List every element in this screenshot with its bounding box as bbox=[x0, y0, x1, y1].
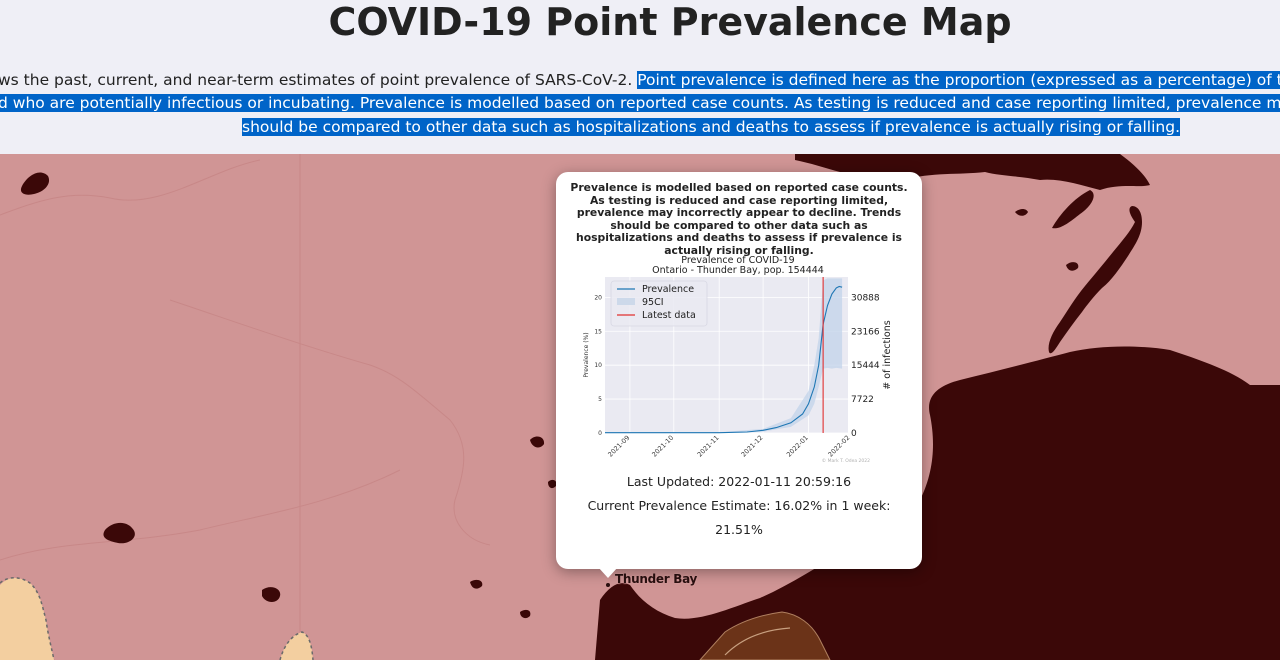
y-tick-label: 5 bbox=[598, 396, 602, 403]
popup-pointer bbox=[598, 567, 618, 578]
legend-95ci: 95CI bbox=[642, 297, 664, 308]
legend-swatch-95ci bbox=[617, 298, 635, 305]
prevalence-estimate-week: 21.51% bbox=[715, 522, 763, 537]
city-label: Thunder Bay bbox=[615, 572, 698, 586]
legend-latest-data: Latest data bbox=[642, 310, 696, 321]
x-tick-label: 2021-11 bbox=[696, 434, 721, 459]
y-axis-right-label: # of infections bbox=[882, 320, 893, 389]
last-updated-text: Last Updated: 2022-01-11 20:59:16 bbox=[626, 474, 852, 489]
page-title: COVID-19 Point Prevalence Map bbox=[328, 0, 1012, 44]
intro-line-3-selected: should be compared to other data such as… bbox=[242, 118, 1180, 136]
x-tick-label: 2022-02 bbox=[827, 434, 852, 459]
city-marker[interactable] bbox=[606, 583, 610, 587]
intro-line-1: ws the past, current, and near-term esti… bbox=[0, 68, 1280, 92]
minnesota-land bbox=[0, 577, 313, 660]
intro-line-2: d who are potentially infectious or incu… bbox=[0, 91, 1280, 115]
x-tick-label: 2021-09 bbox=[606, 434, 631, 459]
chart-subtitle: Ontario - Thunder Bay, pop. 154444 bbox=[652, 265, 824, 276]
y-axis-label: Prevalence (%) bbox=[583, 332, 590, 377]
y-right-tick-label: 0 bbox=[851, 429, 857, 439]
x-tick-label: 2021-12 bbox=[740, 434, 765, 459]
lake-nipigon-water bbox=[1048, 206, 1142, 354]
region-boundary-line bbox=[0, 154, 491, 660]
intro-line-1-plain: ws the past, current, and near-term esti… bbox=[0, 71, 638, 89]
prevalence-line bbox=[605, 285, 843, 434]
prevalence-chart: Prevalence of COVID-19 Ontario - Thunder… bbox=[583, 255, 893, 464]
y-right-tick-label: 23166 bbox=[851, 327, 880, 337]
page-header: COVID-19 Point Prevalence Map ws the pas… bbox=[0, 0, 1280, 154]
y-tick-label: 20 bbox=[594, 294, 602, 301]
x-tick-label: 2022-01 bbox=[785, 434, 810, 459]
prevalence-estimate-text: Current Prevalence Estimate: 16.02% in 1… bbox=[587, 498, 891, 513]
chart-watermark: © Mark T. Odea 2022 bbox=[822, 457, 870, 464]
park-outline bbox=[724, 627, 791, 656]
y-right-tick-label: 30888 bbox=[851, 293, 880, 303]
y-right-tick-label: 15444 bbox=[851, 361, 880, 371]
y-right-tick-label: 7722 bbox=[851, 395, 874, 405]
lake-superior-water bbox=[595, 346, 1280, 660]
legend-prevalence: Prevalence bbox=[642, 284, 694, 295]
y-tick-label: 10 bbox=[594, 362, 602, 369]
intro-line-3: should be compared to other data such as… bbox=[242, 115, 1180, 139]
chart-legend: Prevalence 95CI Latest data bbox=[610, 280, 708, 327]
intro-line-1-selected: Point prevalence is defined here as the … bbox=[637, 71, 1280, 89]
y-tick-label: 0 bbox=[598, 430, 602, 437]
intro-line-2-selected: d who are potentially infectious or incu… bbox=[0, 94, 1280, 112]
y-tick-label: 15 bbox=[594, 328, 602, 335]
border-line bbox=[0, 577, 314, 660]
popup-disclaimer: Prevalence is modelled based on reported… bbox=[570, 181, 908, 257]
chart-title: Prevalence of COVID-19 bbox=[681, 255, 794, 266]
x-tick-label: 2021-10 bbox=[650, 434, 675, 459]
